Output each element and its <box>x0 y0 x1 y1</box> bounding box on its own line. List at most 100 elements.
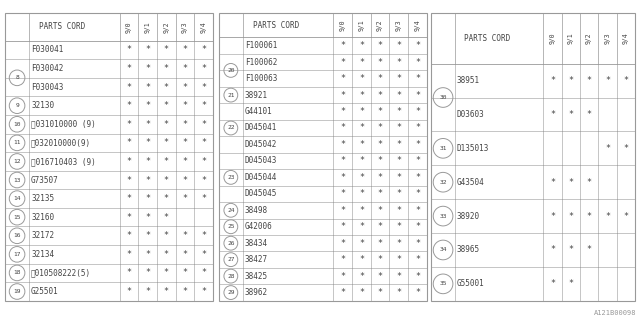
Text: *: * <box>396 206 401 215</box>
Text: *: * <box>164 64 169 73</box>
Text: *: * <box>378 189 383 198</box>
Text: *: * <box>164 194 169 203</box>
Text: *: * <box>587 110 591 119</box>
Text: *: * <box>126 83 131 92</box>
Text: *: * <box>359 288 364 297</box>
Text: 32134: 32134 <box>31 250 54 259</box>
Text: *: * <box>568 279 573 288</box>
Text: *: * <box>164 138 169 148</box>
Text: 9/3: 9/3 <box>182 21 188 33</box>
Text: 9/1: 9/1 <box>568 32 574 44</box>
Text: 9/0: 9/0 <box>126 21 132 33</box>
Text: *: * <box>587 76 591 85</box>
Text: *: * <box>587 245 591 254</box>
Text: *: * <box>201 268 206 277</box>
Text: *: * <box>605 76 610 85</box>
Text: *: * <box>415 255 420 264</box>
Text: *: * <box>145 268 150 277</box>
Text: *: * <box>415 124 420 132</box>
Text: *: * <box>340 74 345 83</box>
Text: 9/4: 9/4 <box>415 19 420 31</box>
Text: 10: 10 <box>13 122 21 127</box>
Text: *: * <box>340 124 345 132</box>
Text: *: * <box>396 222 401 231</box>
Text: *: * <box>396 255 401 264</box>
Text: *: * <box>378 255 383 264</box>
Text: 9/1: 9/1 <box>145 21 150 33</box>
Text: *: * <box>359 222 364 231</box>
Text: *: * <box>359 255 364 264</box>
Text: *: * <box>201 194 206 203</box>
Text: *: * <box>359 206 364 215</box>
Text: 38425: 38425 <box>245 272 268 281</box>
Text: *: * <box>126 101 131 110</box>
Text: 12: 12 <box>13 159 21 164</box>
Text: *: * <box>378 272 383 281</box>
Text: 22: 22 <box>227 125 235 131</box>
Text: *: * <box>145 231 150 240</box>
Text: *: * <box>164 213 169 222</box>
Text: *: * <box>164 83 169 92</box>
Text: D045042: D045042 <box>245 140 277 149</box>
Text: *: * <box>359 107 364 116</box>
Text: *: * <box>359 140 364 149</box>
Text: G42006: G42006 <box>245 222 273 231</box>
Text: D03603: D03603 <box>457 110 484 119</box>
Text: *: * <box>605 144 610 153</box>
Text: 33: 33 <box>439 213 447 219</box>
Text: *: * <box>340 189 345 198</box>
Text: *: * <box>396 91 401 100</box>
Bar <box>219 13 427 301</box>
Text: 9: 9 <box>15 103 19 108</box>
Text: *: * <box>145 64 150 73</box>
Text: *: * <box>182 194 188 203</box>
Text: *: * <box>550 212 555 220</box>
Text: *: * <box>340 239 345 248</box>
Text: *: * <box>396 140 401 149</box>
Text: *: * <box>550 178 555 187</box>
Text: *: * <box>378 288 383 297</box>
Text: *: * <box>550 110 555 119</box>
Text: *: * <box>164 250 169 259</box>
Text: *: * <box>587 178 591 187</box>
Text: PARTS CORD: PARTS CORD <box>464 34 511 43</box>
Text: *: * <box>568 212 573 220</box>
Text: Ⓑ016710403 (9): Ⓑ016710403 (9) <box>31 157 96 166</box>
Text: 38434: 38434 <box>245 239 268 248</box>
Text: *: * <box>378 173 383 182</box>
Text: *: * <box>396 58 401 67</box>
Text: *: * <box>126 268 131 277</box>
Text: 38962: 38962 <box>245 288 268 297</box>
Text: F030041: F030041 <box>31 45 63 54</box>
Text: *: * <box>359 189 364 198</box>
Text: *: * <box>605 212 610 220</box>
Text: *: * <box>201 101 206 110</box>
Text: F100062: F100062 <box>245 58 277 67</box>
Text: *: * <box>201 83 206 92</box>
Text: *: * <box>415 107 420 116</box>
Text: 19: 19 <box>13 289 21 294</box>
Text: 38498: 38498 <box>245 206 268 215</box>
Text: *: * <box>145 176 150 185</box>
Text: F030043: F030043 <box>31 83 63 92</box>
Text: *: * <box>145 194 150 203</box>
Text: *: * <box>378 91 383 100</box>
Text: *: * <box>340 140 345 149</box>
Text: 9/3: 9/3 <box>604 32 611 44</box>
Text: D045045: D045045 <box>245 189 277 198</box>
Text: 32135: 32135 <box>31 194 54 203</box>
Text: 31: 31 <box>439 146 447 151</box>
Text: 14: 14 <box>13 196 21 201</box>
Text: *: * <box>550 245 555 254</box>
Text: A121B00098: A121B00098 <box>593 310 636 316</box>
Text: *: * <box>182 45 188 54</box>
Text: *: * <box>126 250 131 259</box>
Text: *: * <box>164 120 169 129</box>
Text: *: * <box>378 124 383 132</box>
Text: *: * <box>182 64 188 73</box>
Text: *: * <box>182 287 188 296</box>
Text: 9/4: 9/4 <box>201 21 207 33</box>
Text: *: * <box>415 58 420 67</box>
Text: *: * <box>145 138 150 148</box>
Text: *: * <box>550 76 555 85</box>
